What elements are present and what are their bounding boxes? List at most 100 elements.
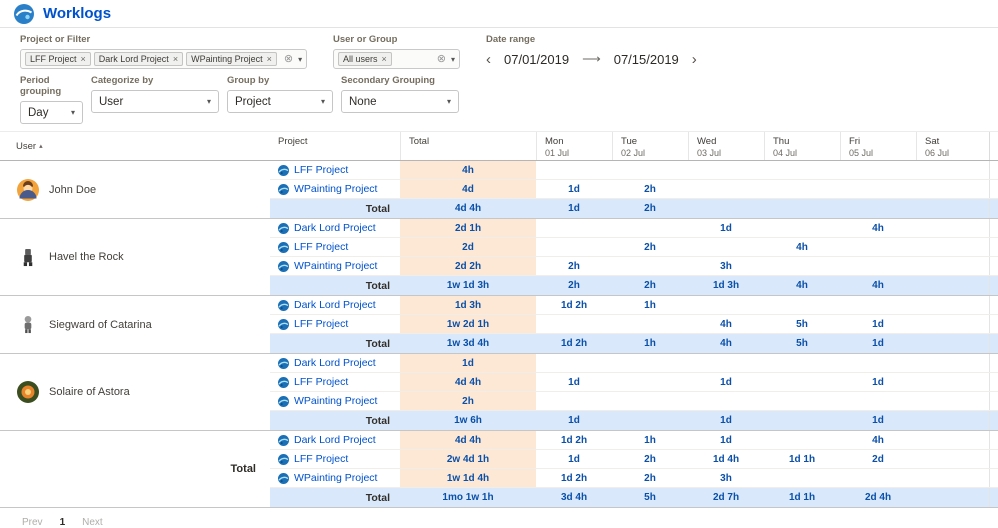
total-row-label: Total [365,202,390,215]
categorize-by-select[interactable]: User ▾ [91,90,219,113]
worklog-cell: 1d 2h [560,434,588,446]
user-name: Siegward of Catarina [49,318,152,331]
worklog-cell: 2h [644,472,656,484]
secondary-grouping-select[interactable]: None ▾ [341,90,459,113]
project-icon [278,434,289,446]
day-column-header: Sat 06 Jul [916,132,989,160]
worklog-cell [612,257,688,275]
filter-chip[interactable]: Dark Lord Project × [93,52,184,66]
total-column-header: Total [400,132,536,160]
row-total-cell: 2d 2h [400,257,536,275]
period-grouping-value: Day [28,106,49,119]
date-next-icon[interactable]: › [691,50,697,68]
group-by-value: Project [235,95,271,108]
clipped-column [989,450,998,468]
worklog-cell [840,469,916,487]
project-icon [278,453,289,465]
project-link[interactable]: LFF Project [270,373,400,391]
project-column-header: Project [278,136,308,147]
total-worklog-cell [764,199,840,218]
total-worklog-cell: 2h [644,203,656,214]
project-link[interactable]: LFF Project [270,161,400,179]
filter-chip[interactable]: LFF Project × [25,52,91,66]
chevron-down-icon[interactable]: ▾ [298,54,303,64]
chip-remove-icon[interactable]: × [266,54,272,64]
group-by-select[interactable]: Project ▾ [227,90,333,113]
chip-remove-icon[interactable]: × [172,54,179,64]
worklog-cell: 1d [872,376,884,388]
total-row-total: 1mo 1w 1h [442,492,494,503]
user-cell: Havel the Rock [0,219,270,295]
date-prev-icon[interactable]: ‹ [486,50,491,68]
project-link[interactable]: WPainting Project [270,257,400,275]
worklog-row: Dark Lord Project 1d 3h 1d 2h 1h [270,296,998,315]
project-link[interactable]: WPainting Project [270,392,400,410]
clipped-column [989,411,998,430]
worklog-row: Dark Lord Project 1d [270,354,998,373]
total-worklog-cell: 5h [796,338,808,349]
total-row-total: 1w 6h [454,415,482,426]
worklog-cell: 4h [872,222,884,234]
period-grouping-select[interactable]: Day ▾ [20,101,83,124]
total-row-label: Total [365,491,390,504]
categorize-by-label: Categorize by [91,75,154,86]
date-from[interactable]: 07/01/2019 [504,51,570,67]
day-name: Thu [773,136,790,147]
chevron-down-icon[interactable]: ▾ [450,54,455,64]
project-name: WPainting Project [294,183,378,195]
project-link[interactable]: LFF Project [270,315,400,333]
project-icon [278,260,289,272]
user-group: Siegward of Catarina Dark Lord Project 1d … [0,296,998,354]
project-link[interactable]: LFF Project [270,238,400,256]
day-date: 02 Jul [621,148,646,158]
project-name: LFF Project [294,453,349,465]
worklog-row: WPainting Project 2h [270,392,998,411]
project-link[interactable]: LFF Project [270,450,400,468]
project-name: WPainting Project [294,260,378,272]
filter-chip-label: LFF Project [30,54,77,64]
row-total-cell: 1w 1d 4h [400,469,536,487]
project-link[interactable]: WPainting Project [270,469,400,487]
date-range-control[interactable]: ‹ 07/01/2019 ⟶ 07/15/2019 › [486,49,697,69]
user-group: Havel the Rock Dark Lord Project 2d 1h 1d 4h… [0,219,998,296]
day-name: Fri [849,136,861,147]
worklog-cell: 2h [644,183,656,195]
worklog-cell [840,257,916,275]
day-date: 04 Jul [773,148,798,158]
user-column-header[interactable]: User ▴ [0,132,270,160]
chip-remove-icon[interactable]: × [80,54,86,64]
worklog-cell [688,296,764,314]
day-column-header: Thu 04 Jul [764,132,840,160]
worklog-cell [536,219,612,237]
clipped-column [989,238,998,256]
project-link[interactable]: Dark Lord Project [270,296,400,314]
total-row: Total 1w 6h 1d 1d 1d [270,411,998,430]
chip-remove-icon[interactable]: × [381,54,387,64]
worklog-cell: 4h [796,241,808,253]
total-worklog-cell: 1d 3h [712,280,740,291]
project-link[interactable]: Dark Lord Project [270,354,400,372]
app-header: Worklogs [0,0,998,28]
project-filter-group: Project or Filter LFF Project × Dark Lord … [20,34,307,69]
user-filter-group: User or Group All users × ⊗ ▾ [333,34,460,69]
clear-filter-icon[interactable]: ⊗ [283,52,294,65]
project-link[interactable]: WPainting Project [270,180,400,198]
worklog-row: WPainting Project 4d 1d 2h [270,180,998,199]
secondary-grouping-group: Secondary Grouping None ▾ [341,75,459,113]
project-link[interactable]: Dark Lord Project [270,219,400,237]
clear-filter-icon[interactable]: ⊗ [436,52,446,65]
total-worklog-cell [764,411,840,430]
total-row: Total 1w 1d 3h 2h 2h 1d 3h 4h 4h [270,276,998,295]
app-logo-icon [14,3,34,24]
date-to[interactable]: 07/15/2019 [613,51,679,67]
project-filter-select[interactable]: LFF Project × Dark Lord Project × WPainting … [20,49,307,69]
user-filter-select[interactable]: All users × ⊗ ▾ [333,49,460,69]
filter-chip[interactable]: All users × [338,52,392,66]
project-name: Dark Lord Project [294,222,376,234]
row-total-cell: 4d [400,180,536,198]
date-arrow-icon: ⟶ [582,51,601,66]
filter-chip[interactable]: WPainting Project × [186,52,277,66]
row-total-cell: 4d 4h [400,373,536,391]
total-worklog-cell: 5h [644,492,656,503]
project-link[interactable]: Dark Lord Project [270,431,400,449]
